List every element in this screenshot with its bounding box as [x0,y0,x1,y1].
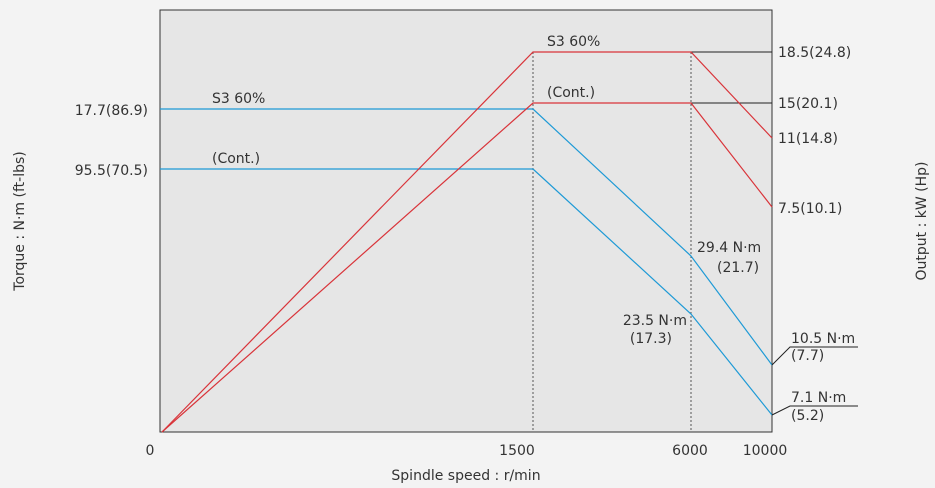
series-output-s3 [161,51,773,433]
y-axis-left-title: Torque : N·m (ft-lbs) [12,151,28,291]
callout-7-1: 7.1 N·m [791,390,846,406]
annot-output-s3: S3 60% [547,34,600,50]
right-label-18-5: 18.5(24.8) [778,45,851,61]
series-output-cont [161,102,773,433]
x-tick-10000: 10000 [743,443,788,459]
x-tick-1500: 1500 [499,443,535,459]
callout-10-5: 10.5 N·m [791,331,855,347]
annot-output-cont: (Cont.) [547,85,595,101]
right-label-11: 11(14.8) [778,131,838,147]
y-axis-right-title: Output : kW (Hp) [914,162,930,281]
callout-29-4: 29.4 N·m [697,240,761,256]
right-label-15: 15(20.1) [778,96,838,112]
callout-7-1-sub: (5.2) [791,408,824,424]
callout-23-5: 23.5 N·m [623,313,687,329]
right-label-7-5: 7.5(10.1) [778,201,842,217]
callout-10-5-sub: (7.7) [791,348,824,364]
callout-7-1-leader [771,405,858,416]
plot-area [159,9,773,433]
annot-torque-cont: (Cont.) [212,151,260,167]
x-axis-title: Spindle speed : r/min [391,468,540,484]
left-label-17-7: 17.7(86.9) [75,103,148,119]
series-torque-s3 [160,108,773,366]
annot-torque-s3: S3 60% [212,91,265,107]
x-tick-0: 0 [146,443,155,459]
callout-29-4-sub: (21.7) [717,260,759,276]
x-tick-6000: 6000 [672,443,708,459]
callout-10-5-leader [771,346,858,366]
series-torque-cont [160,168,773,416]
callout-23-5-sub: (17.3) [630,331,672,347]
left-label-95-5: 95.5(70.5) [75,163,148,179]
